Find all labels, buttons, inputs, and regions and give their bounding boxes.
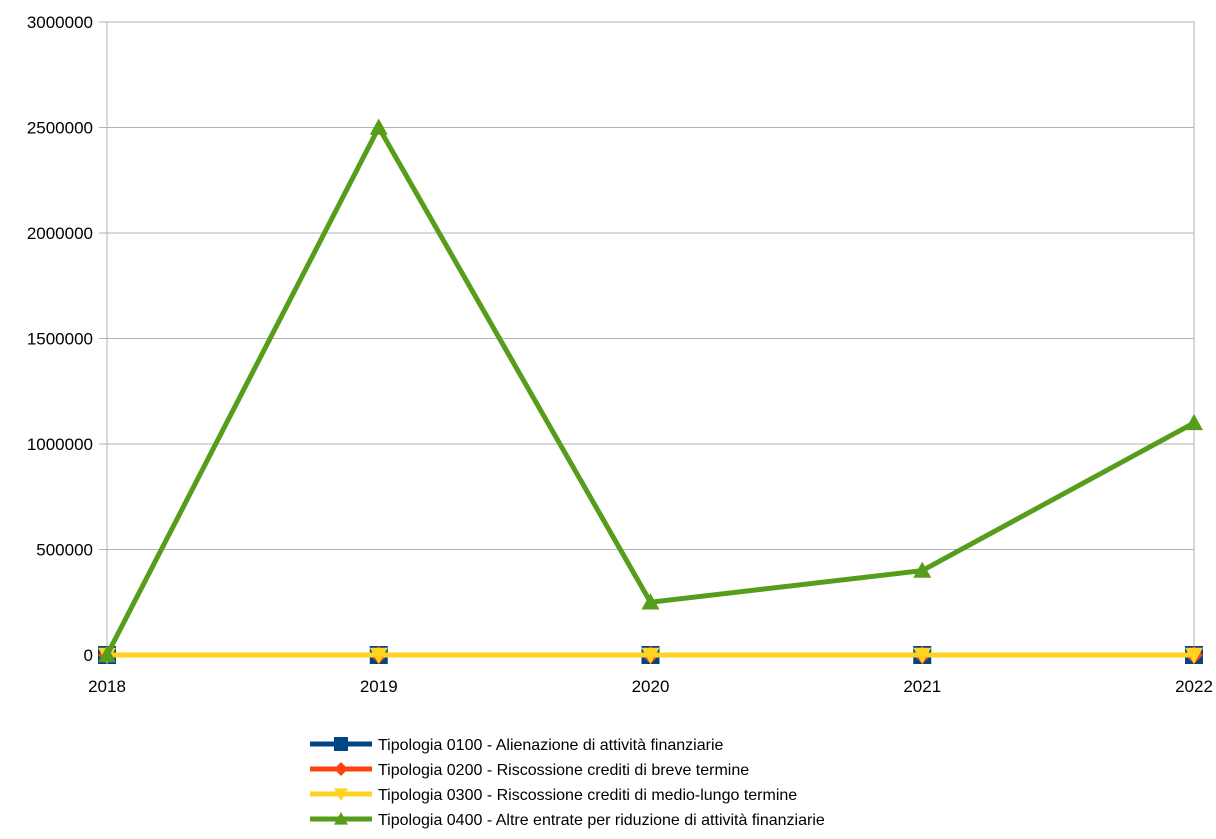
data-point — [369, 647, 388, 664]
y-tick-label: 2000000 — [27, 224, 93, 243]
legend-item: Tipologia 0400 - Altre entrate per riduz… — [310, 812, 825, 829]
legend-swatch-marker — [334, 788, 348, 801]
data-point — [913, 647, 932, 664]
x-tick-label: 2021 — [903, 677, 941, 696]
y-tick-label: 1000000 — [27, 435, 93, 454]
x-tick-label: 2019 — [360, 677, 398, 696]
legend-item: Tipologia 0100 - Alienazione di attività… — [310, 737, 724, 754]
y-tick-label: 0 — [84, 646, 93, 665]
legend-label: Tipologia 0200 - Riscossione crediti di … — [378, 762, 749, 779]
legend-label: Tipologia 0300 - Riscossione crediti di … — [378, 787, 797, 804]
legend-swatch-marker — [334, 762, 348, 776]
legend-item: Tipologia 0200 - Riscossione crediti di … — [310, 762, 749, 779]
legend-item: Tipologia 0300 - Riscossione crediti di … — [310, 787, 797, 804]
y-tick-label: 2500000 — [27, 119, 93, 138]
data-point — [1185, 413, 1203, 431]
y-tick-label: 500000 — [36, 541, 93, 560]
legend-swatch-marker — [334, 737, 348, 751]
y-tick-label: 1500000 — [27, 330, 93, 349]
data-point — [641, 647, 660, 664]
legend-label: Tipologia 0100 - Alienazione di attività… — [378, 737, 724, 754]
legend-swatch-marker — [334, 812, 348, 825]
y-tick-label: 3000000 — [27, 13, 93, 32]
series-line — [104, 122, 1196, 657]
series-3 — [98, 647, 1203, 664]
data-point — [369, 118, 388, 135]
x-tick-label: 2020 — [632, 677, 670, 696]
data-point — [98, 646, 116, 663]
data-point — [913, 561, 932, 578]
data-point — [641, 593, 660, 610]
data-point — [1185, 647, 1203, 664]
series-4 — [98, 118, 1203, 663]
x-tick-label: 2022 — [1175, 677, 1213, 696]
legend-label: Tipologia 0400 - Altre entrate per riduz… — [378, 812, 825, 829]
x-tick-label: 2018 — [88, 677, 126, 696]
